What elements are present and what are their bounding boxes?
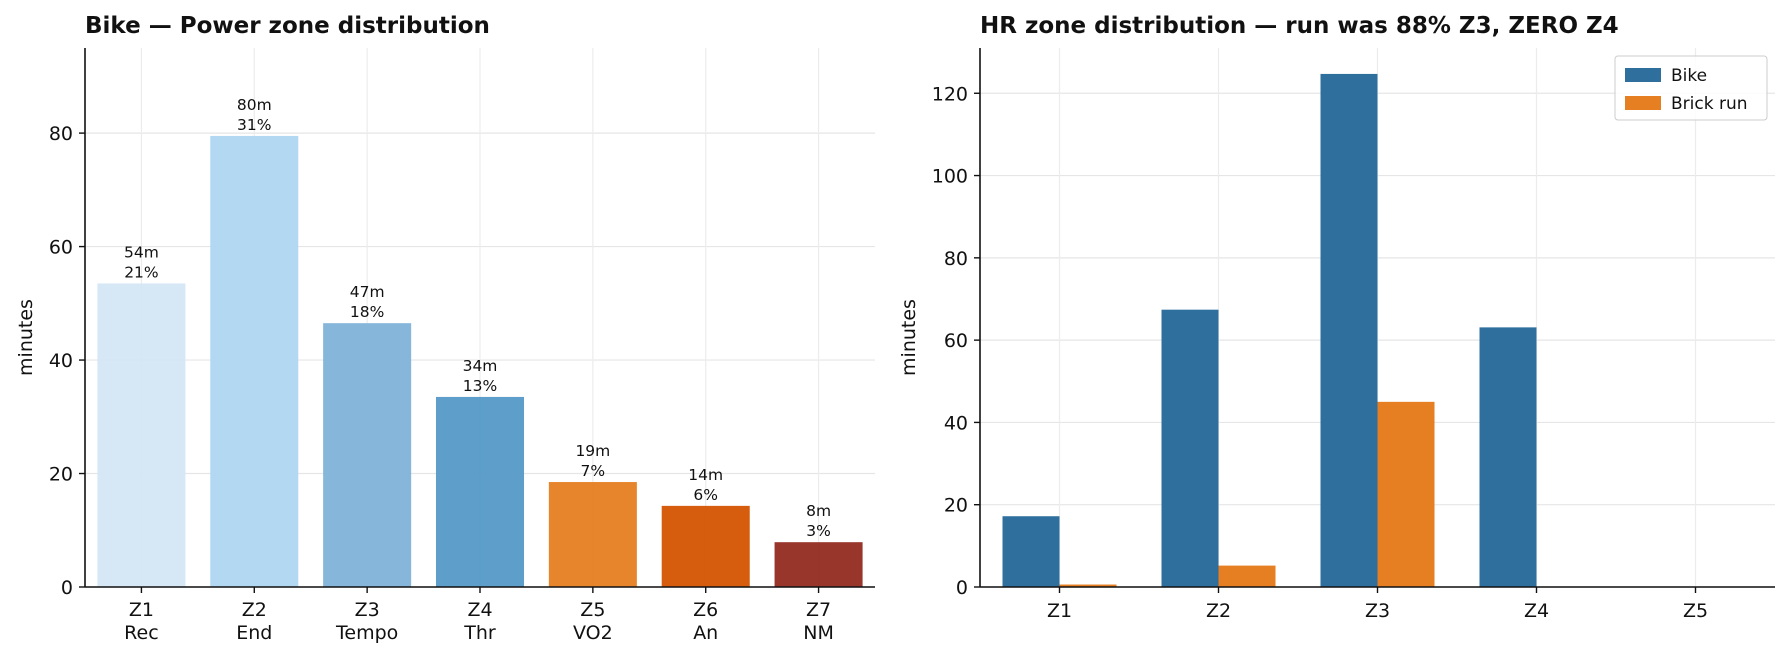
bar-z6 bbox=[661, 505, 750, 587]
x-tick-label: Z5 bbox=[1683, 600, 1708, 622]
x-tick-label: Z4 bbox=[1524, 600, 1549, 622]
chart-title: Bike — Power zone distribution bbox=[85, 13, 490, 39]
y-tick-label: 20 bbox=[944, 495, 968, 517]
bar-z2 bbox=[210, 135, 299, 587]
chart-title: HR zone distribution — run was 88% Z3, Z… bbox=[980, 13, 1619, 39]
bar-z3 bbox=[323, 323, 412, 587]
legend-label: Bike bbox=[1671, 66, 1707, 86]
bar-bike-z3 bbox=[1320, 73, 1378, 587]
x-tick-label: Z2 bbox=[1206, 600, 1231, 622]
x-tick-label: Z5 VO2 bbox=[573, 599, 613, 644]
bar-z5 bbox=[548, 482, 637, 587]
legend-label: Brick run bbox=[1671, 94, 1748, 114]
x-tick-label: Z1 bbox=[1047, 600, 1072, 622]
y-tick-label: 40 bbox=[944, 412, 968, 434]
x-tick-label: Z4 Thr bbox=[463, 599, 496, 644]
bar-bike-z1 bbox=[1002, 516, 1060, 587]
data-label: 19m 7% bbox=[575, 442, 610, 480]
bar-brick-run-z3 bbox=[1377, 401, 1435, 587]
data-label: 47m 18% bbox=[350, 283, 385, 321]
bar-z7 bbox=[774, 542, 863, 587]
x-tick-label: Z3 Tempo bbox=[335, 599, 398, 644]
data-label: 34m 13% bbox=[463, 357, 498, 395]
x-tick-label: Z2 End bbox=[236, 599, 272, 644]
y-tick-label: 80 bbox=[944, 248, 968, 270]
y-tick-label: 120 bbox=[932, 83, 968, 105]
data-label: 80m 31% bbox=[237, 96, 272, 134]
data-label: 14m 6% bbox=[688, 466, 723, 504]
y-tick-label: 20 bbox=[49, 464, 73, 486]
y-axis-label: minutes bbox=[898, 299, 920, 376]
x-tick-label: Z1 Rec bbox=[124, 599, 158, 644]
legend-swatch bbox=[1625, 96, 1661, 110]
bar-z1 bbox=[97, 283, 186, 587]
bar-z4 bbox=[435, 396, 525, 587]
legend-swatch bbox=[1625, 68, 1661, 82]
bar-brick-run-z2 bbox=[1218, 565, 1276, 587]
y-tick-label: 60 bbox=[49, 237, 73, 259]
power-zone-chart: 54m 21% 80m 31% 47m 18% 34m 13% 19m 7% 14m 6% 8m 3% 0… bbox=[15, 13, 875, 644]
x-tick-label: Z7 NM bbox=[803, 599, 834, 644]
y-tick-label: 40 bbox=[49, 350, 73, 372]
y-tick-label: 0 bbox=[956, 577, 968, 599]
bar-brick-run-z1 bbox=[1059, 584, 1117, 587]
y-tick-label: 60 bbox=[944, 330, 968, 352]
bar-bike-z2 bbox=[1161, 309, 1219, 587]
y-tick-label: 100 bbox=[932, 166, 968, 188]
y-axis-label: minutes bbox=[15, 299, 37, 376]
y-tick-label: 80 bbox=[49, 123, 73, 145]
data-label: 54m 21% bbox=[124, 243, 159, 281]
x-tick-label: Z3 bbox=[1365, 600, 1390, 622]
legend: Bike Brick run bbox=[1614, 55, 1768, 121]
y-tick-label: 0 bbox=[61, 577, 73, 599]
x-tick-label: Z6 An bbox=[693, 599, 718, 644]
bar-bike-z4 bbox=[1479, 327, 1537, 587]
hr-zone-chart: 0 20 40 60 80 100 120 Z1 Z2 Z3 Z4 Z5 HR zone distri… bbox=[898, 13, 1775, 622]
data-label: 8m 3% bbox=[806, 502, 831, 540]
